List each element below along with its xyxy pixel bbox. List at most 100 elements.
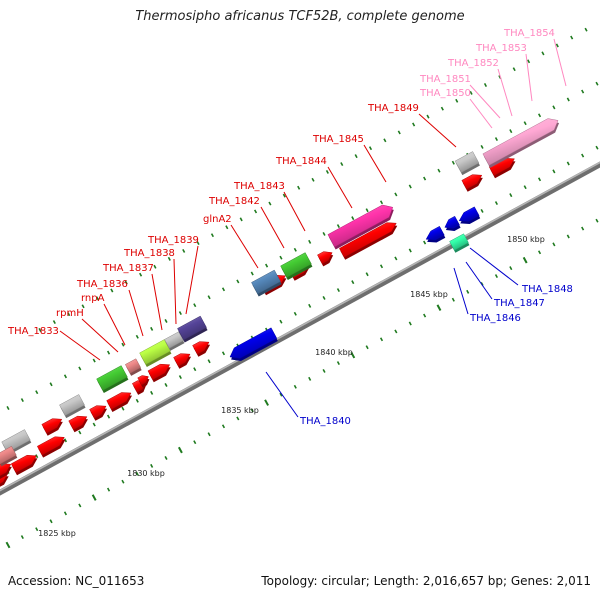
tick-mark [178,375,182,380]
cds-forward-5 [89,405,107,419]
tick-mark [250,408,254,413]
tick-mark [379,337,384,342]
tick-mark [121,479,125,484]
tick-mark [177,446,183,454]
cds-forward-14 [339,222,397,258]
tick-mark [264,399,269,406]
tick-mark [92,422,96,427]
tick-mark [279,392,283,397]
tick-mark [308,376,312,381]
gene-label: THA_1848 [521,284,573,295]
tick-mark [250,271,254,276]
tick-mark [311,177,315,182]
label-leader-line [469,84,501,119]
tick-mark [494,137,499,141]
tick-mark [509,193,513,198]
scale-label: 1825 kbp [38,529,76,538]
tick-mark [35,454,39,459]
gene-label: THA_1843 [233,181,285,192]
gene-label: THA_1839 [147,235,199,246]
tick-mark [164,456,168,460]
label-leader-line [363,144,387,183]
tick-mark [106,487,111,492]
tick-mark [397,130,401,135]
tick-mark [95,296,100,301]
tick-mark [135,398,139,403]
tick-mark [236,416,240,421]
tick-mark [63,511,68,516]
feature-pink-long [482,118,559,166]
tick-mark [394,329,398,334]
gene-label: THA_1854 [503,28,555,39]
tick-mark [423,313,427,318]
tick-mark [351,216,355,221]
tick-mark [268,201,272,206]
tick-mark [365,208,369,213]
tick-mark [78,430,82,435]
gene-label: THA_1845 [312,134,364,145]
tick-mark [522,256,528,264]
tick-mark [322,231,326,236]
tick-mark [282,193,286,198]
tick-mark [350,351,356,359]
tick-mark [480,144,484,149]
tick-mark [552,242,556,247]
tick-mark [35,527,39,532]
tick-mark [207,432,211,437]
tick-mark [469,90,473,95]
label-leader-line [185,245,199,315]
scale-label: 1840 kbp [315,348,353,357]
tick-mark [541,51,545,56]
tick-mark [509,266,513,271]
cds-forward-8 [147,363,171,380]
cds-forward-10 [192,341,210,355]
tick-mark [523,185,527,190]
cds-forward-2 [10,454,37,473]
genome-summary-text: Topology: circular; Length: 2,016,657 bp… [261,574,591,588]
label-leader-line [59,330,101,361]
label-leader-line [81,318,119,353]
scale-tick-row-upper [6,81,599,410]
tick-mark [279,319,283,324]
cds-forward-3 [41,418,63,434]
tick-mark [121,406,125,411]
gene-label: THA_1837 [102,263,154,274]
feature-grey-3 [164,331,184,349]
cds-forward-15 [461,174,483,190]
feature-lime [139,339,171,365]
tick-mark [325,169,329,174]
tick-mark [336,361,340,366]
tick-mark [394,192,398,197]
tick-mark [207,359,211,364]
label-leader-line [497,68,513,117]
cds-forward-4 [68,415,88,431]
tick-mark [527,59,531,64]
tick-mark [566,97,570,102]
tick-mark [566,234,570,239]
cds-reverse-3 [444,215,460,229]
cds-reverse-2 [425,225,445,241]
label-leader-line [327,166,353,209]
tick-mark [5,541,11,549]
tick-mark [20,398,24,403]
tick-mark [193,440,197,445]
tick-mark [164,383,168,387]
tick-mark [150,463,154,468]
gene-label: THA_1852 [447,58,499,69]
tick-mark [193,367,197,372]
scale-tick-row-top [38,27,588,332]
tick-mark [581,89,585,94]
gene-label: THA_1851 [419,74,471,85]
tick-mark [581,226,585,231]
genome-title: Thermosipho africanus TCF52B, complete g… [135,9,465,24]
label-leader-line [469,247,519,286]
tick-mark [35,390,39,395]
cds-forward-extra [36,436,65,456]
tick-mark [336,288,340,293]
tick-mark [354,154,358,159]
tick-mark [106,414,111,419]
label-leader-line [230,224,259,269]
cds-forward-0 [0,463,12,477]
tick-mark [110,288,114,293]
